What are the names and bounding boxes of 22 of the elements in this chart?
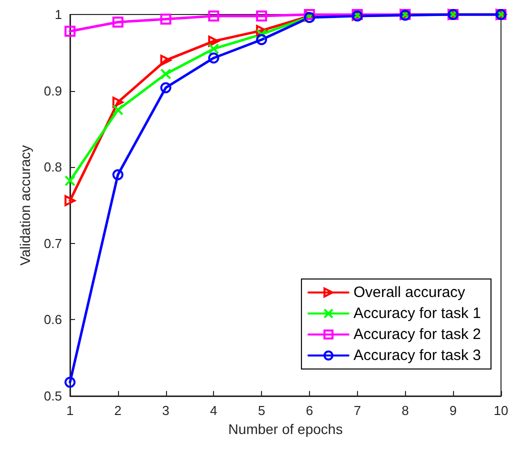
x-tick-label: 9 (449, 403, 457, 418)
x-tick-label: 5 (258, 403, 266, 418)
legend-label: Accuracy for task 3 (353, 347, 482, 364)
y-tick-label: 0.5 (44, 388, 62, 404)
y-tick-label: 0.7 (44, 236, 62, 251)
y-tick-label: 0.6 (44, 312, 62, 328)
x-tick-label: 3 (162, 403, 170, 418)
y-axis-title: Validation accuracy (17, 145, 33, 266)
x-tick-label: 2 (114, 403, 122, 418)
x-axis-title: Number of epochs (228, 421, 343, 437)
y-tick-label: 0.8 (44, 160, 62, 175)
y-tick-label: 0.9 (44, 83, 62, 98)
legend-label: Overall accuracy (353, 284, 466, 301)
x-tick-label: 8 (402, 403, 409, 418)
x-tick-label: 6 (306, 403, 314, 418)
x-tick-label: 7 (354, 403, 361, 418)
x-tick-label: 10 (494, 403, 508, 418)
legend-label: Accuracy for task 1 (353, 305, 482, 322)
y-tick-label: 1 (54, 7, 62, 22)
x-tick-label: 4 (210, 403, 218, 418)
legend-label: Accuracy for task 2 (353, 326, 482, 343)
x-tick-label: 1 (66, 403, 74, 418)
